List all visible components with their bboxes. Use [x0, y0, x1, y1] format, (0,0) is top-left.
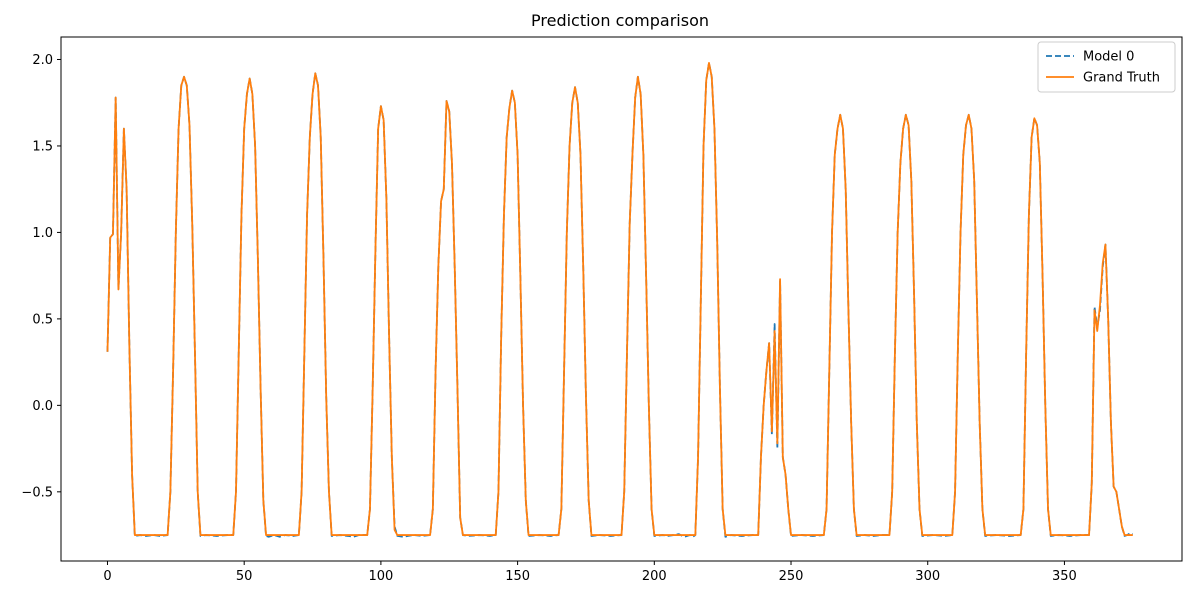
legend-box	[1037, 41, 1176, 93]
x-tick-label: 250	[779, 569, 804, 584]
x-tick-label: 200	[642, 569, 667, 584]
y-tick-label: 0.0	[32, 399, 53, 414]
legend-label-1: Grand Truth	[1083, 71, 1160, 86]
x-tick-label: 100	[368, 569, 393, 584]
legend-label-0: Model 0	[1083, 50, 1134, 65]
y-tick-label: 0.5	[32, 312, 53, 327]
x-tick-label: 50	[236, 569, 253, 584]
plot-area	[106, 62, 1134, 538]
y-tick-label: −0.5	[21, 485, 53, 500]
x-tick-label: 350	[1052, 569, 1077, 584]
y-tick-label: 1.0	[32, 226, 53, 241]
x-tick-label: 150	[505, 569, 530, 584]
x-tick-label: 300	[915, 569, 940, 584]
axes-frame	[60, 36, 1183, 562]
axes: 0 50 100 150 200 250 300 350 −0.5 0.0 0.5 1.0 1.5 2.0	[21, 36, 1183, 584]
legend: Model 0 Grand Truth	[1037, 41, 1176, 93]
y-tick-label: 1.5	[32, 139, 53, 154]
y-tick-label: 2.0	[32, 53, 53, 68]
x-tick-label: 0	[103, 569, 111, 584]
series-line-1	[106, 62, 1133, 536]
chart-title: Prediction comparison	[531, 11, 709, 30]
